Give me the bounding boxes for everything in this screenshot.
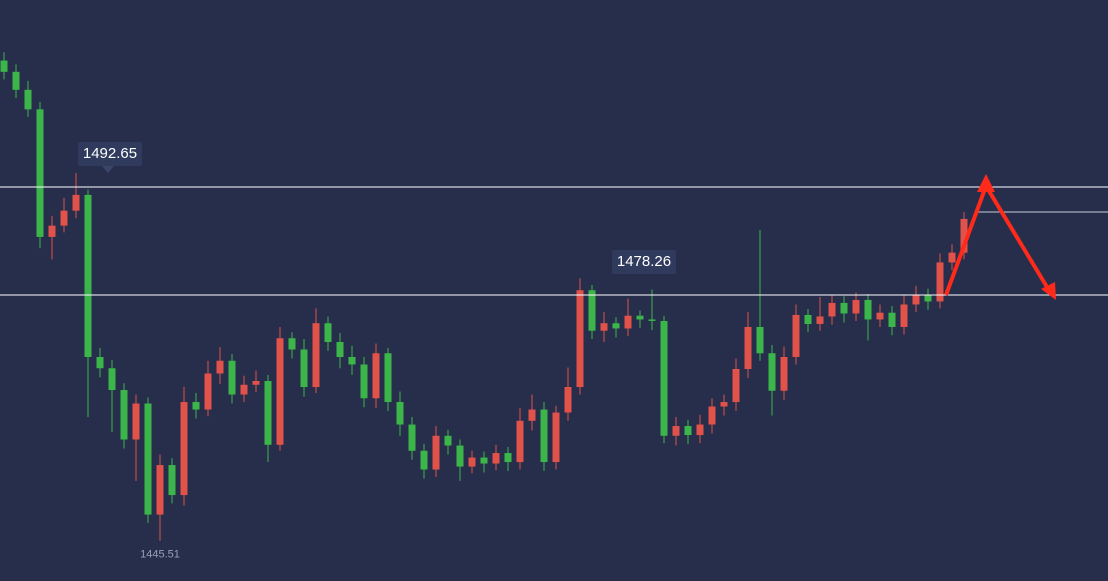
level-label: 1478.26 (617, 253, 671, 270)
candle-body (636, 315, 644, 320)
candle-body (732, 368, 740, 403)
candle-body (780, 356, 788, 391)
candle-body (720, 402, 728, 407)
level-label: 1492.65 (83, 145, 137, 162)
candle-body (924, 294, 932, 302)
candle-body (348, 356, 356, 365)
candle-body (660, 320, 668, 436)
level-label-box (612, 250, 676, 275)
candle-body (144, 403, 152, 515)
arrow-head (977, 174, 995, 192)
candle-body (264, 381, 272, 445)
candle-body (912, 294, 920, 305)
candle-body (804, 314, 812, 324)
candle-body (132, 403, 140, 440)
candle-body (648, 319, 656, 321)
candle-body (540, 409, 548, 463)
candle-body (60, 210, 68, 226)
candle-body (468, 457, 476, 467)
candle-body (96, 356, 104, 369)
candle-body (252, 381, 260, 385)
candle-body (384, 353, 392, 403)
candle-body (852, 299, 860, 314)
candle-body (684, 426, 692, 436)
candle-body (816, 316, 824, 324)
candle-body (456, 445, 464, 467)
candle-body (120, 390, 128, 440)
arrow-head (1041, 282, 1056, 300)
candle-body (624, 315, 632, 329)
candle-body (324, 323, 332, 342)
candle-body (708, 406, 716, 425)
candle-body (480, 457, 488, 464)
candle-body (444, 435, 452, 446)
candles (0, 52, 968, 541)
candle-body (828, 302, 836, 317)
candle-body (168, 465, 176, 496)
candle-body (612, 323, 620, 329)
candle-body (768, 353, 776, 391)
candle-body (744, 326, 752, 369)
candle-body (372, 353, 380, 399)
candle-body (396, 402, 404, 425)
candle-body (756, 326, 764, 354)
candle-body (528, 409, 536, 421)
candle-body (204, 373, 212, 410)
candle-body (696, 424, 704, 436)
label-pointer (102, 166, 114, 174)
candle-body (588, 290, 596, 331)
candle-body (312, 323, 320, 388)
candle-body (600, 323, 608, 331)
candle-body (192, 402, 200, 410)
candle-body (276, 338, 284, 445)
annotations: 1492.65 1478.26 1445.51 (0, 142, 1108, 561)
candle-body (228, 360, 236, 395)
candle-body (936, 262, 944, 302)
candle-body (420, 450, 428, 470)
candle-body (504, 453, 512, 463)
candle-body (84, 194, 92, 357)
candle-body (108, 368, 116, 391)
candle-body (408, 424, 416, 451)
candle-body (840, 302, 848, 314)
candle-body (36, 109, 44, 237)
candle-body (156, 465, 164, 515)
level-label-box (78, 142, 142, 167)
candle-body (516, 420, 524, 463)
candle-body (864, 299, 872, 320)
candle-body (12, 71, 20, 90)
candle-body (24, 89, 32, 110)
candle-body (180, 402, 188, 496)
candle-body (48, 225, 56, 237)
candle-body (672, 426, 680, 436)
candle-body (948, 252, 956, 263)
candle-body (360, 364, 368, 399)
candle-body (552, 412, 560, 463)
candle-body (576, 290, 584, 388)
candle-body (876, 312, 884, 320)
candle-body (288, 338, 296, 350)
candle-body (960, 218, 968, 253)
candle-body (0, 60, 8, 72)
candle-body (336, 341, 344, 357)
candle-body (564, 387, 572, 413)
candle-body (432, 435, 440, 470)
forecast-arrow (944, 174, 1056, 300)
candle-body (492, 453, 500, 464)
candle-body (900, 304, 908, 327)
candle-body (240, 384, 248, 395)
candle-body (300, 349, 308, 388)
candle-body (888, 312, 896, 327)
candle-body (72, 194, 80, 211)
candle-body (792, 314, 800, 357)
low-label: 1445.51 (140, 549, 180, 561)
candle-body (216, 360, 224, 374)
